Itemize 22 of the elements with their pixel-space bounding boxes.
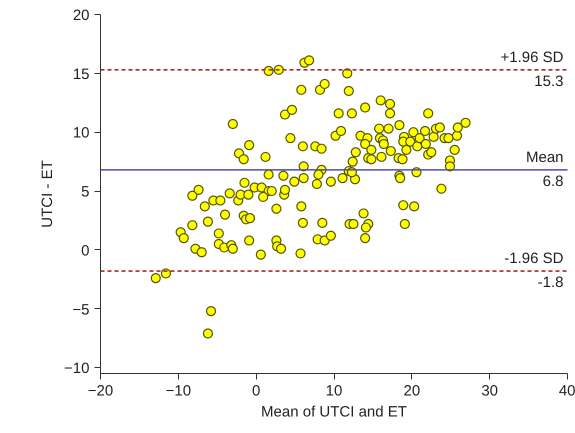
y-tick-label: 0 xyxy=(81,242,90,260)
ref-line-label: -1.96 SD xyxy=(504,250,564,268)
x-tick-label: 20 xyxy=(403,382,420,400)
x-tick-label: 10 xyxy=(326,382,342,400)
y-tick-label: 10 xyxy=(72,124,90,142)
y-tick-label: 20 xyxy=(72,7,90,24)
y-tick-label: −5 xyxy=(72,301,90,318)
x-tick-label: 30 xyxy=(481,382,498,400)
y-tick-label: 5 xyxy=(81,184,90,201)
x-tick-label: −10 xyxy=(166,382,192,400)
y-tick-label: −10 xyxy=(64,360,90,378)
ref-line-label: +1.96 SD xyxy=(500,48,564,66)
annotation: 15.3 xyxy=(534,72,564,90)
x-tick-label: 0 xyxy=(252,382,260,400)
x-axis-title: Mean of UTCI and ET xyxy=(261,404,407,420)
annotation: 6.8 xyxy=(542,172,564,190)
x-tick-label: 40 xyxy=(558,382,575,400)
y-axis-title: UTCI - ET xyxy=(39,160,56,228)
annotation: -1.8 xyxy=(538,274,564,292)
ref-line-label: Mean xyxy=(526,148,564,166)
y-tick-label: 15 xyxy=(72,66,90,83)
x-tick-label: −20 xyxy=(88,382,114,400)
